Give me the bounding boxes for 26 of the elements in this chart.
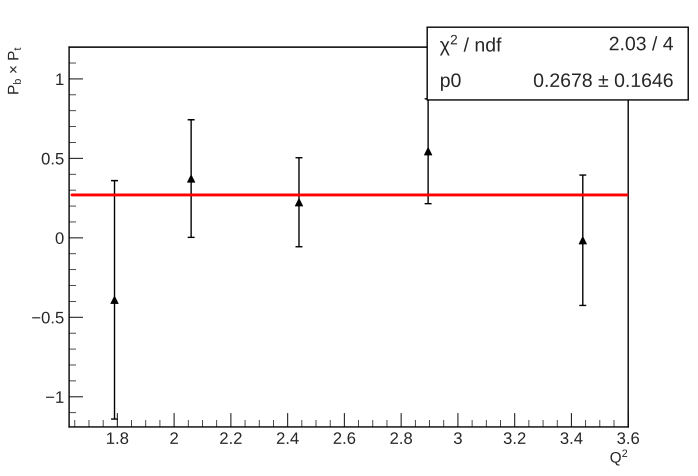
annotation: 2.03 / 4 — [610, 36, 674, 50]
point — [424, 147, 432, 156]
y-tick-label: −0.5 — [32, 312, 64, 324]
x-tick-label: 3.4 — [560, 432, 583, 444]
x-axis-title: Q$^{2}$ — [610, 449, 628, 466]
x-tick-label: 3 — [454, 432, 462, 444]
point — [187, 174, 196, 183]
x-tick-label: 3.2 — [504, 432, 526, 444]
annotation: χ$^{2}$ / ndf — [440, 34, 502, 56]
x-tick-label: 1.8 — [107, 432, 128, 444]
point — [294, 198, 304, 206]
y-tick-label: −1 — [46, 391, 64, 403]
y-axis-title: P$_{b}$ × P$_{t}$ — [8, 48, 21, 94]
x-tick-label: 2.6 — [334, 432, 356, 444]
x-tick-label: 2 — [170, 432, 178, 444]
point — [110, 296, 119, 304]
point — [578, 236, 587, 244]
y-tick-label: 1 — [56, 73, 64, 85]
x-tick-label: 2.4 — [276, 432, 299, 444]
y-tick-label: 0 — [56, 232, 64, 244]
x-tick-label: 2.8 — [390, 432, 412, 444]
y-tick-label: 0.5 — [42, 152, 64, 165]
x-tick-label: 3.6 — [617, 432, 640, 444]
annotation: p0 — [440, 73, 461, 91]
x-tick-label: 2.2 — [220, 432, 242, 444]
annotation: 0.2678 ± 0.1646 — [534, 73, 673, 88]
